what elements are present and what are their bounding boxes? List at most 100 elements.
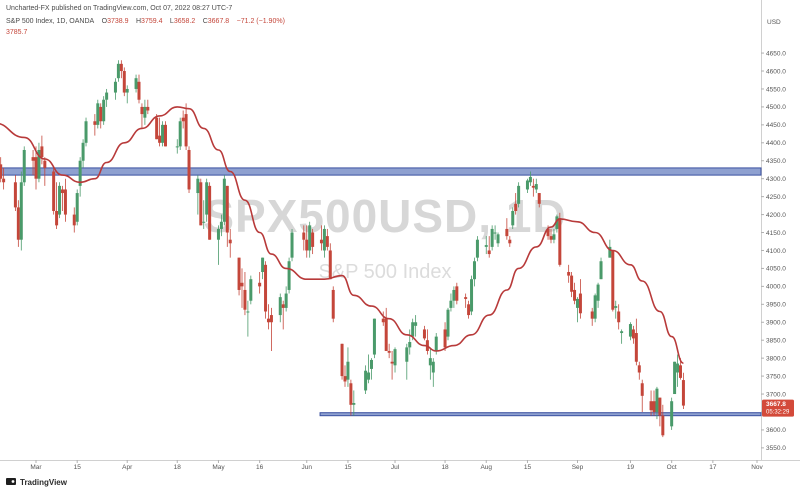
time-tick-label: Nov xyxy=(751,464,763,471)
candle-body xyxy=(381,318,385,323)
price-tick-label: 4100.0 xyxy=(766,248,786,255)
candle-body xyxy=(143,106,147,118)
candle-body xyxy=(269,315,273,323)
ma-value: 3785.7 xyxy=(6,29,28,36)
candle-body xyxy=(390,361,394,364)
candle-body xyxy=(637,365,641,373)
price-tick-label: 4650.0 xyxy=(766,50,786,57)
candle-body xyxy=(408,341,412,348)
candle-body xyxy=(367,372,371,380)
candle-body xyxy=(534,184,538,190)
candle-body xyxy=(96,103,100,125)
candle-body xyxy=(311,232,315,247)
price-axis[interactable]: 3550.03600.03650.03700.03750.03800.03850… xyxy=(761,50,786,452)
candle-body xyxy=(493,232,497,234)
candle-body xyxy=(470,279,474,312)
tradingview-logo-icon xyxy=(6,478,16,485)
candle-body xyxy=(161,124,165,143)
candle-body xyxy=(281,304,285,308)
candle-body xyxy=(240,282,244,287)
candle-body xyxy=(346,361,350,380)
symbol-name: S&P 500 Index, 1D, OANDA xyxy=(6,18,95,25)
candle-body xyxy=(525,180,529,190)
candle-body xyxy=(596,284,600,301)
last-price-tag: 3667.8 05:32:29 xyxy=(762,399,794,417)
price-tick-label: 4500.0 xyxy=(766,104,786,111)
candle-body xyxy=(175,146,179,148)
close-value: 3667.8 xyxy=(208,18,230,25)
time-axis[interactable]: Mar 15 Apr 18 May 16 Jun 15 Jul 18 Aug 15 Sep 19 Oct 17… xyxy=(30,460,764,471)
time-tick-label: May xyxy=(212,464,225,471)
price-tick-label: 3850.0 xyxy=(766,338,786,345)
candle-body xyxy=(119,63,123,72)
candle-body xyxy=(163,124,167,147)
candle-body xyxy=(125,88,129,93)
candle-body xyxy=(678,365,682,378)
candle-body xyxy=(611,250,615,310)
candle-body xyxy=(19,182,23,240)
candle-body xyxy=(287,261,291,290)
candle-body xyxy=(290,232,294,258)
candle-body xyxy=(422,329,426,339)
candle-body xyxy=(16,207,20,240)
candle-body xyxy=(340,343,344,377)
time-tick-label: Aug xyxy=(480,464,492,471)
candle-body xyxy=(537,193,541,204)
time-tick-label: 16 xyxy=(256,464,264,471)
candle-body xyxy=(599,261,603,280)
candle-body xyxy=(158,135,162,143)
candle-body xyxy=(369,359,373,369)
candle-body xyxy=(72,214,76,226)
candle-body xyxy=(487,250,491,255)
candle-body xyxy=(475,239,479,258)
candle-body xyxy=(676,363,680,373)
candle-body xyxy=(467,304,471,316)
candle-body xyxy=(452,289,456,301)
candle-body xyxy=(13,182,17,208)
time-tick-label: 17 xyxy=(709,464,717,471)
candle-body xyxy=(37,149,41,179)
tradingview-logo[interactable]: TradingView xyxy=(6,478,68,487)
watermark-name: S&P 500 Index xyxy=(318,261,451,283)
candle-body xyxy=(352,403,356,405)
candle-body xyxy=(570,275,574,292)
price-tick-label: 4350.0 xyxy=(766,158,786,165)
candle-body xyxy=(328,250,332,280)
candle-body xyxy=(178,121,182,147)
candle-body xyxy=(137,81,141,100)
candle-body xyxy=(81,142,85,161)
candle-body xyxy=(631,329,635,339)
price-tick-label: 3700.0 xyxy=(766,391,786,398)
high-value: 3759.4 xyxy=(141,18,163,25)
candle-body xyxy=(593,295,597,319)
candle-body xyxy=(237,257,241,290)
open-value: 3738.9 xyxy=(107,18,129,25)
time-tick-label: 19 xyxy=(627,464,635,471)
candle-body xyxy=(673,361,677,395)
candle-body xyxy=(84,121,88,143)
bar-countdown: 05:32:29 xyxy=(766,410,790,416)
moving-average-line xyxy=(0,106,684,364)
price-tick-label: 4200.0 xyxy=(766,212,786,219)
candle-body xyxy=(652,401,656,412)
time-tick-label: 18 xyxy=(174,464,182,471)
candle-body xyxy=(393,349,397,366)
price-tick-label: 3950.0 xyxy=(766,302,786,309)
candle-body xyxy=(187,149,191,190)
candle-body xyxy=(284,293,288,308)
candle-body xyxy=(608,246,612,258)
price-tick-label: 4300.0 xyxy=(766,176,786,183)
candle-body xyxy=(258,282,262,287)
candle-body xyxy=(472,261,476,280)
candle-body xyxy=(246,311,250,313)
low-value: 3658.2 xyxy=(174,18,196,25)
candle-body xyxy=(434,336,438,351)
candle-body xyxy=(22,149,26,183)
candle-body xyxy=(266,318,270,323)
candle-body xyxy=(514,203,518,211)
candle-body xyxy=(34,157,38,179)
support-zone xyxy=(319,412,762,417)
candle-body xyxy=(202,221,206,223)
candle-body xyxy=(573,289,577,301)
